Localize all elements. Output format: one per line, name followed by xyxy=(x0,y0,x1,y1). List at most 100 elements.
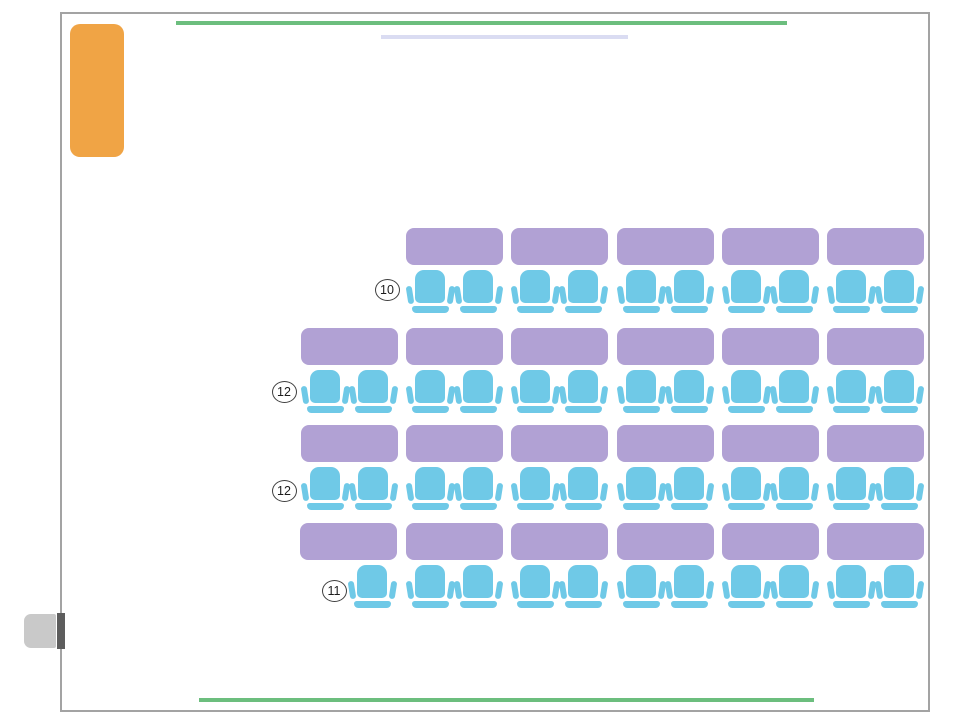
chair-seat-bar xyxy=(776,600,813,608)
front-whiteboard-line xyxy=(176,21,787,25)
chair-back xyxy=(730,467,761,500)
chair[interactable] xyxy=(769,565,820,608)
chair-back xyxy=(462,565,493,598)
chair[interactable] xyxy=(874,270,925,313)
chair-seat-bar xyxy=(460,405,497,413)
chair[interactable] xyxy=(453,565,504,608)
door-leaf[interactable] xyxy=(24,614,56,648)
chair-seat-bar xyxy=(776,305,813,313)
chair-seat-bar xyxy=(517,600,554,608)
chair[interactable] xyxy=(664,270,715,313)
chair[interactable] xyxy=(558,270,609,313)
chair-back xyxy=(883,467,914,500)
table[interactable] xyxy=(511,523,608,560)
chair[interactable] xyxy=(348,370,399,413)
chair[interactable] xyxy=(616,467,667,510)
chair[interactable] xyxy=(664,370,715,413)
chair-seat-bar xyxy=(776,502,813,510)
chair-left-arm xyxy=(664,385,674,405)
chair[interactable] xyxy=(510,270,561,313)
table[interactable] xyxy=(722,425,819,462)
chair-seat-bar xyxy=(833,600,870,608)
table[interactable] xyxy=(617,523,714,560)
chair[interactable] xyxy=(874,370,925,413)
chair[interactable] xyxy=(348,467,399,510)
chair[interactable] xyxy=(453,270,504,313)
table[interactable] xyxy=(511,328,608,365)
chair-seat-bar xyxy=(671,600,708,608)
chair[interactable] xyxy=(616,565,667,608)
chair-back xyxy=(309,467,340,500)
chair[interactable] xyxy=(558,565,609,608)
chair[interactable] xyxy=(300,467,351,510)
table[interactable] xyxy=(722,228,819,265)
chair[interactable] xyxy=(721,270,772,313)
chair-seat-bar xyxy=(412,305,449,313)
chair[interactable] xyxy=(874,565,925,608)
chair[interactable] xyxy=(769,270,820,313)
chair[interactable] xyxy=(510,565,561,608)
table[interactable] xyxy=(617,228,714,265)
table[interactable] xyxy=(511,425,608,462)
chair-left-arm xyxy=(664,580,674,600)
chair-back xyxy=(414,270,445,303)
chair[interactable] xyxy=(347,565,398,608)
chair[interactable] xyxy=(664,565,715,608)
table[interactable] xyxy=(617,425,714,462)
chair[interactable] xyxy=(453,370,504,413)
chair[interactable] xyxy=(405,467,456,510)
table[interactable] xyxy=(301,328,398,365)
chair[interactable] xyxy=(558,370,609,413)
chair[interactable] xyxy=(826,565,877,608)
chair-back xyxy=(625,467,656,500)
chair[interactable] xyxy=(405,565,456,608)
chair[interactable] xyxy=(405,270,456,313)
chair[interactable] xyxy=(405,370,456,413)
chair-left-arm xyxy=(510,385,520,405)
chair[interactable] xyxy=(721,370,772,413)
table[interactable] xyxy=(300,523,397,560)
table[interactable] xyxy=(827,425,924,462)
chair[interactable] xyxy=(769,370,820,413)
chair[interactable] xyxy=(300,370,351,413)
chair[interactable] xyxy=(616,370,667,413)
chair[interactable] xyxy=(510,370,561,413)
chair-back xyxy=(835,467,866,500)
chair[interactable] xyxy=(826,270,877,313)
chair-left-arm xyxy=(453,285,463,305)
chair[interactable] xyxy=(769,467,820,510)
table[interactable] xyxy=(406,228,503,265)
chair[interactable] xyxy=(826,370,877,413)
table[interactable] xyxy=(827,523,924,560)
chair-seat-bar xyxy=(833,405,870,413)
table[interactable] xyxy=(301,425,398,462)
chair-left-arm xyxy=(874,580,884,600)
chair-left-arm xyxy=(616,580,626,600)
chair-left-arm xyxy=(348,385,358,405)
chair[interactable] xyxy=(453,467,504,510)
chair-seat-bar xyxy=(412,502,449,510)
chair[interactable] xyxy=(558,467,609,510)
chair[interactable] xyxy=(721,565,772,608)
table[interactable] xyxy=(406,328,503,365)
door-frame xyxy=(57,613,65,649)
table[interactable] xyxy=(617,328,714,365)
chair[interactable] xyxy=(721,467,772,510)
chair-back xyxy=(462,467,493,500)
chair[interactable] xyxy=(826,467,877,510)
chair[interactable] xyxy=(664,467,715,510)
chair-seat-bar xyxy=(623,600,660,608)
chair-left-arm xyxy=(826,580,836,600)
table[interactable] xyxy=(511,228,608,265)
table[interactable] xyxy=(827,328,924,365)
chair-seat-bar xyxy=(412,405,449,413)
teacher-desk[interactable] xyxy=(70,24,124,157)
chair[interactable] xyxy=(874,467,925,510)
chair[interactable] xyxy=(510,467,561,510)
table[interactable] xyxy=(406,425,503,462)
table[interactable] xyxy=(722,523,819,560)
table[interactable] xyxy=(406,523,503,560)
table[interactable] xyxy=(722,328,819,365)
chair[interactable] xyxy=(616,270,667,313)
table[interactable] xyxy=(827,228,924,265)
